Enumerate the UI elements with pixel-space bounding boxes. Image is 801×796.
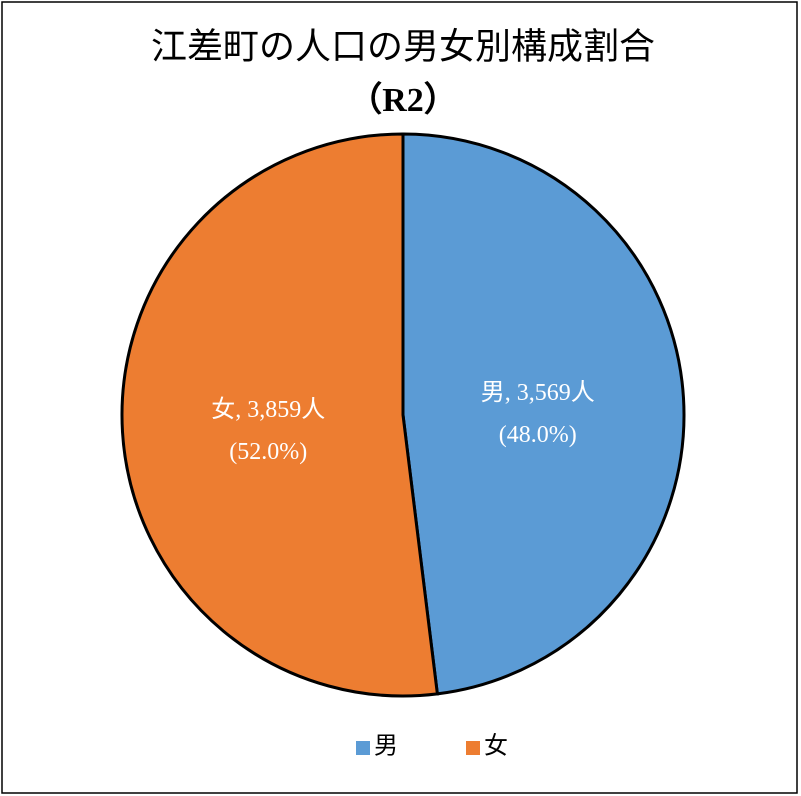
chart-subtitle: （R2）: [348, 80, 458, 119]
percentage-label: (48.0%): [499, 422, 577, 448]
data-label: 女, 3,859人: [211, 396, 325, 423]
pie-slice: [401, 132, 686, 696]
legend-label: 女: [484, 733, 508, 760]
legend-swatch: [356, 741, 370, 755]
data-label: 男, 3,569人: [481, 380, 595, 406]
chart-title: 江差町の人口の男女別構成割合: [151, 26, 655, 66]
percentage-label: (52.0%): [229, 439, 307, 465]
legend-label: 男: [374, 734, 398, 760]
legend-swatch: [466, 741, 480, 755]
pie-slice: [120, 132, 440, 698]
